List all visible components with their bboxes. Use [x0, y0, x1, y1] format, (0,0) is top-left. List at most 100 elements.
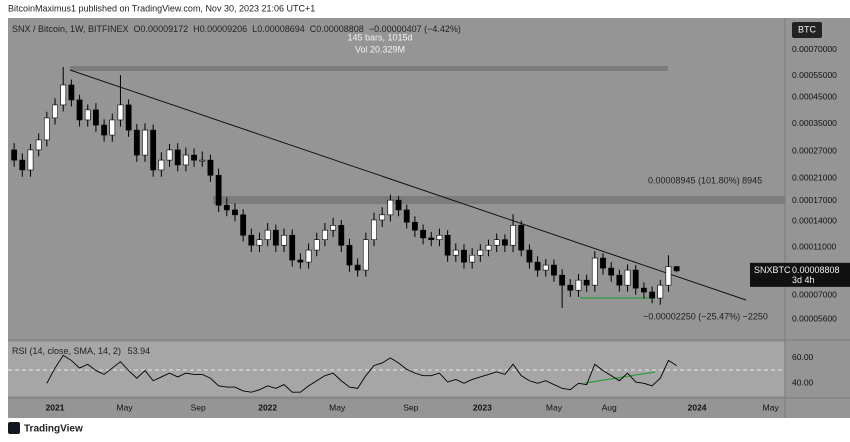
last-price: 0.00008808: [792, 265, 840, 275]
resistance-zone: [213, 196, 785, 204]
candle-body: [485, 244, 492, 251]
candle-body: [371, 219, 377, 240]
candle-body: [125, 104, 132, 131]
ohlc-value: 0.00009206: [200, 24, 248, 34]
candle-body: [575, 279, 582, 291]
candle-body: [207, 159, 214, 176]
candle-body: [27, 149, 34, 171]
brand: TradingView: [24, 424, 83, 435]
change: −0.00000407 (−4.42%): [369, 24, 461, 34]
candle-body: [362, 239, 369, 271]
chart-title: SNX / Bitcoin, 1W, BITFINEX: [12, 24, 129, 34]
y-tick-label: 0.00011000: [792, 241, 837, 251]
x-tick-label: Sep: [191, 402, 206, 412]
y-tick-label: 0.00070000: [792, 44, 837, 54]
x-tick-label: May: [329, 402, 346, 412]
rsi-title: RSI (14, close, SMA, 14, 2) 53.94: [12, 346, 150, 356]
candle-body: [461, 249, 467, 263]
x-tick-label: May: [763, 402, 780, 412]
candle-body: [264, 229, 271, 240]
rsi-title-text: RSI (14, close, SMA, 14, 2): [12, 346, 121, 356]
y-tick-label: 0.00014000: [792, 216, 837, 226]
volume: Vol 20.329M: [355, 44, 405, 54]
candle-body: [616, 274, 623, 286]
candle-body: [493, 239, 500, 246]
candle-body: [322, 229, 328, 240]
candle-body: [420, 229, 426, 239]
candle-body: [591, 257, 598, 286]
candle-body: [297, 259, 304, 263]
candle-body: [272, 229, 279, 246]
candle-body: [240, 214, 247, 236]
y-tick-label: 0.00021000: [792, 173, 837, 183]
last-price-box: [750, 262, 850, 287]
currency-badge: [792, 22, 822, 38]
x-tick-label: 2024: [688, 402, 707, 412]
candle-body: [109, 119, 116, 136]
publisher: BitcoinMaximus1 published on TradingView…: [8, 3, 315, 13]
logo: [8, 422, 20, 434]
rsi-tick-label: 40.00: [792, 378, 814, 388]
y-tick-label: 0.00027000: [792, 146, 837, 156]
countdown: 3d 4h: [792, 275, 815, 285]
rsi-band: [8, 342, 785, 396]
candle-body: [608, 267, 615, 276]
ohlc-label: C: [310, 24, 317, 34]
resistance-zone: [70, 66, 668, 71]
x-tick-label: 2023: [473, 402, 492, 412]
candle-body: [559, 274, 566, 286]
y-tick-label: 0.00055000: [792, 70, 837, 80]
candle-body: [379, 214, 386, 221]
candle-body: [133, 129, 140, 156]
y-tick-label: 0.00005600: [792, 313, 837, 323]
x-tick-label: Sep: [403, 402, 418, 412]
candle-body: [150, 129, 157, 171]
candle-body: [248, 234, 255, 246]
x-tick-label: May: [117, 402, 134, 412]
x-tick-label: Aug: [602, 402, 617, 412]
rsi-tick-label: 60.00: [792, 352, 814, 362]
y-tick-label: 0.00007000: [792, 290, 837, 300]
ohlc-label: L: [252, 24, 257, 34]
candle-body: [403, 209, 410, 223]
candle-body: [215, 174, 222, 206]
candle-body: [501, 239, 508, 246]
candle-body: [649, 291, 655, 299]
candle-body: [158, 159, 165, 171]
x-tick-label: 2021: [46, 402, 65, 412]
candle-body: [60, 84, 67, 106]
candle-body: [518, 225, 525, 251]
candle-body: [289, 234, 296, 261]
candle-body: [657, 284, 664, 299]
candle-body: [101, 124, 108, 136]
rsi-last: 53.94: [128, 346, 151, 356]
candle-body: [166, 149, 173, 161]
candle-body: [281, 234, 287, 246]
candle-body: [223, 204, 230, 211]
candle-body: [387, 199, 394, 216]
ohlc-value: 0.00008694: [257, 24, 305, 34]
candle-body: [436, 234, 443, 240]
ohlc-value: 0.00009172: [141, 24, 189, 34]
candle-body: [43, 117, 50, 141]
trendline: [69, 69, 747, 301]
y-tick-label: 0.00045000: [792, 91, 837, 101]
candle-body: [117, 104, 124, 121]
candle-body: [68, 84, 75, 101]
y-tick-label: 0.00017000: [792, 195, 837, 205]
rsi-divergence: [584, 371, 656, 384]
candle-body: [330, 225, 337, 231]
chart-header: SNX / Bitcoin, 1W, BITFINEX O0.00009172 H0…: [12, 24, 461, 34]
candle-body: [665, 266, 672, 286]
candle-body: [256, 239, 263, 246]
candle-body: [583, 279, 590, 286]
candle-body: [35, 139, 42, 151]
annotation: −0.00002250 (−25.47%) −2250: [643, 311, 768, 321]
y-tick-label: 0.00035000: [792, 118, 837, 128]
candle-body: [182, 154, 189, 166]
ohlc-label: H: [193, 24, 200, 34]
currency: BTC: [798, 24, 817, 34]
annotation: 0.00008945 (101.80%) 8945: [648, 175, 762, 185]
x-tick-label: May: [546, 402, 563, 412]
